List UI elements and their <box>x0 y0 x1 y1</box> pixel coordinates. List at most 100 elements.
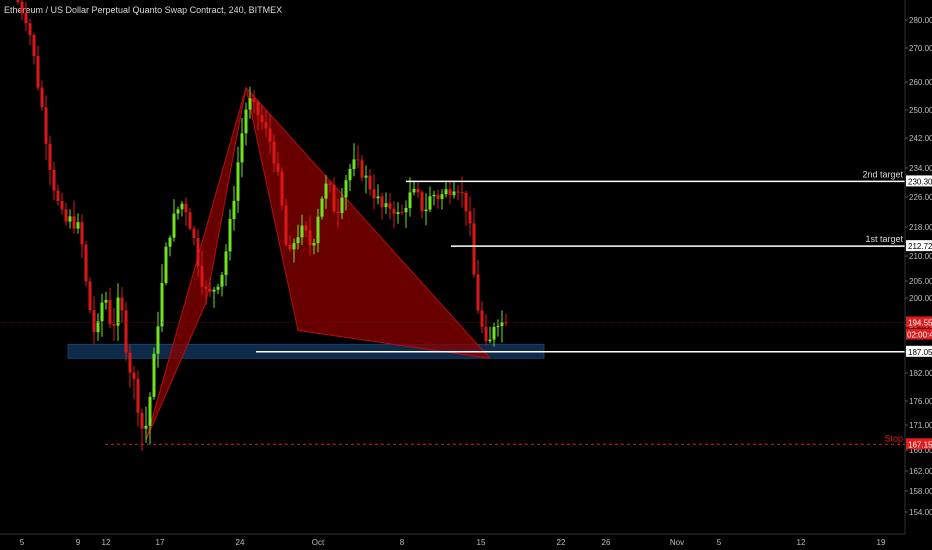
candle-body <box>132 372 136 380</box>
candle-body <box>208 288 212 292</box>
stop-label: Stop <box>884 433 903 443</box>
level-price-tag: 187.05 <box>908 348 932 357</box>
1st-target-label: 1st target <box>865 234 903 244</box>
candle-body <box>248 98 252 110</box>
candle-body <box>416 189 420 193</box>
candle-body <box>68 216 72 222</box>
time-axis: 5 9 12 17 24 Oct 8 15 22 26 Nov 5 12 19 <box>0 533 905 547</box>
candle-body <box>312 242 316 246</box>
level-price-tag-bg <box>906 240 932 252</box>
candle-body <box>104 300 108 303</box>
candle-body <box>28 23 32 35</box>
candle-body <box>200 266 204 287</box>
candle-body <box>176 209 180 214</box>
candle-body <box>116 297 120 326</box>
time-tick-label: 19 <box>877 538 886 547</box>
current-price-tag-bg <box>906 316 932 328</box>
candle-body <box>84 244 88 282</box>
candle-body <box>340 197 344 213</box>
time-tick-label: Nov <box>670 538 684 547</box>
candle-body <box>324 183 328 199</box>
candle-body <box>388 203 392 209</box>
price-tick-label: 200.00 <box>909 294 932 303</box>
price-tick-label: 162.00 <box>909 467 932 476</box>
level-price-tag-bg <box>906 175 932 187</box>
candle-body <box>392 208 396 214</box>
price-tick-label: 226.00 <box>909 193 932 202</box>
candle-body <box>236 162 240 201</box>
candle-body <box>484 326 488 342</box>
candle-body <box>276 163 280 172</box>
time-tick-label: 15 <box>477 538 486 547</box>
candle-body <box>424 209 428 212</box>
candle-body <box>316 216 320 243</box>
candle-body <box>412 189 416 193</box>
countdown-label: 02:00:48 <box>907 331 932 340</box>
price-tags: 230.30 212.72 187.05 167.15 194.55 02:00:48 <box>906 175 932 450</box>
candle-body <box>444 189 448 195</box>
candle-body <box>500 322 504 327</box>
candle-body <box>80 222 84 245</box>
candle-body <box>464 192 468 212</box>
candle-body <box>452 191 456 196</box>
candle-body <box>272 141 276 164</box>
candle-body <box>456 191 460 193</box>
countdown-bg <box>906 328 932 340</box>
candle-body <box>128 352 132 373</box>
candle-body <box>60 200 64 210</box>
candle-body <box>156 326 160 354</box>
candle-body <box>352 159 356 170</box>
candle-body <box>328 183 332 185</box>
level-price-tag-bg <box>906 345 932 357</box>
candle-body <box>204 286 208 289</box>
candle-body <box>192 228 196 238</box>
candle-body <box>76 222 80 229</box>
candle-body <box>44 107 48 144</box>
time-tick-label: 9 <box>76 538 81 547</box>
price-tick-label: 176.00 <box>909 397 932 406</box>
candle-body <box>16 0 20 2</box>
candle-body <box>404 208 408 213</box>
candle-body <box>332 184 336 212</box>
candle-body <box>100 302 104 322</box>
price-tick-label: 154.00 <box>909 508 932 517</box>
candle-body <box>304 225 308 231</box>
time-tick-label: 12 <box>102 538 111 547</box>
price-tick-label: 270.00 <box>909 44 932 53</box>
candle-body <box>400 212 404 214</box>
stop-price-tag: 167.15 <box>908 440 932 449</box>
harmonic-pattern-layer <box>145 85 492 441</box>
candle-body <box>420 192 424 212</box>
candle-body <box>112 324 116 326</box>
candle-body <box>476 274 480 311</box>
candle-body <box>64 209 68 222</box>
price-tick-label: 205.00 <box>909 277 932 286</box>
candle-body <box>356 159 360 161</box>
candle-body <box>40 87 44 108</box>
candle-body <box>468 211 472 224</box>
candle-body <box>136 379 140 413</box>
candle-body <box>228 219 232 252</box>
candle-body <box>164 246 168 284</box>
candle-body <box>348 169 352 181</box>
candle-body <box>296 237 300 244</box>
price-tick-label: 280.00 <box>909 16 932 25</box>
candle-body <box>448 189 452 196</box>
stop-price-tag-bg <box>906 438 932 450</box>
price-tick-label: 171.00 <box>909 421 932 430</box>
candle-body <box>256 101 260 116</box>
price-tick-label: 166.00 <box>909 446 932 455</box>
candle-body <box>492 327 496 340</box>
candle-body <box>224 251 228 275</box>
time-tick-label: 12 <box>797 538 806 547</box>
candle-body <box>140 412 144 429</box>
price-tick-label: 242.00 <box>909 134 932 143</box>
price-tick-label: 182.00 <box>909 369 932 378</box>
candle-body <box>240 133 244 163</box>
candle-body <box>148 396 152 426</box>
price-tick-label: 158.00 <box>909 487 932 496</box>
candle-body <box>436 194 440 199</box>
candle-body <box>144 425 148 429</box>
candle-body <box>432 194 436 197</box>
